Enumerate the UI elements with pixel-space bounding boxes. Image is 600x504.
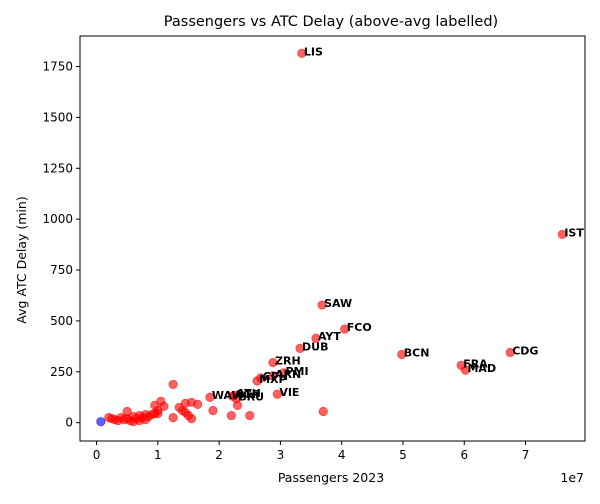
data-label-cph: CPH bbox=[263, 370, 288, 383]
data-point-fco bbox=[340, 324, 350, 334]
data-point bbox=[168, 412, 178, 423]
data-label-bru: BRU bbox=[238, 391, 264, 404]
x-tick-label: 0 bbox=[93, 448, 101, 462]
data-point-saw bbox=[317, 300, 327, 310]
x-axis-label: Passengers 2023 bbox=[278, 470, 384, 485]
x-tick-label: 5 bbox=[399, 448, 407, 462]
data-label-saw: SAW bbox=[324, 297, 352, 310]
data-point bbox=[168, 379, 178, 390]
data-point bbox=[104, 412, 114, 423]
y-tick-label: 1500 bbox=[42, 110, 73, 124]
data-label-waw: WAW bbox=[212, 389, 244, 402]
data-point bbox=[226, 410, 236, 421]
data-point-bcn bbox=[397, 349, 407, 360]
data-point bbox=[208, 405, 218, 416]
y-tick-label: 0 bbox=[65, 416, 73, 430]
data-point-waw bbox=[205, 392, 215, 402]
data-point-mad bbox=[460, 365, 471, 375]
data-point-ist bbox=[557, 229, 567, 240]
plot-frame bbox=[79, 35, 586, 442]
data-label-agp: AGP bbox=[235, 388, 261, 401]
y-tick-label: 1000 bbox=[42, 212, 73, 226]
x-tick-label: 6 bbox=[460, 448, 468, 462]
y-tick-label: 500 bbox=[50, 314, 73, 328]
chart-title: Passengers vs ATC Delay (above-avg label… bbox=[164, 14, 498, 30]
data-point-lis bbox=[297, 48, 307, 58]
data-label-mxp: MXP bbox=[259, 373, 287, 386]
x-axis-multiplier: 1e7 bbox=[560, 470, 584, 485]
data-label-pmi: PMI bbox=[285, 365, 308, 378]
data-label-bcn: BCN bbox=[404, 347, 430, 360]
data-point-dub bbox=[295, 343, 305, 353]
data-label-ist: IST bbox=[564, 226, 584, 239]
data-label-ath: ATH bbox=[236, 387, 260, 400]
data-label-lis: LIS bbox=[304, 45, 323, 58]
data-label-arn: ARN bbox=[275, 368, 301, 381]
data-point bbox=[153, 408, 163, 419]
data-label-ayt: AYT bbox=[318, 330, 341, 343]
data-point bbox=[318, 406, 328, 417]
data-point-ayt bbox=[311, 333, 321, 343]
data-point bbox=[186, 414, 197, 424]
data-point-cdg bbox=[505, 347, 515, 358]
data-label-vie: VIE bbox=[279, 386, 299, 399]
data-point-zrh bbox=[268, 358, 278, 368]
y-tick-label: 250 bbox=[50, 365, 73, 379]
data-label-mad: MAD bbox=[467, 362, 496, 375]
data-point bbox=[140, 415, 151, 425]
data-label-cdg: CDG bbox=[512, 344, 538, 357]
data-point-vie bbox=[272, 389, 282, 399]
x-tick-label: 2 bbox=[215, 448, 223, 462]
data-label-dub: DUB bbox=[302, 340, 328, 353]
x-tick-label: 3 bbox=[277, 448, 285, 462]
data-point-mxp bbox=[252, 376, 262, 386]
data-point bbox=[174, 402, 184, 413]
data-point-arn bbox=[268, 371, 278, 381]
y-tick-label: 1250 bbox=[42, 161, 73, 175]
data-label-zrh: ZRH bbox=[275, 355, 301, 368]
x-tick-label: 4 bbox=[338, 448, 346, 462]
data-point-pmi bbox=[278, 368, 289, 378]
data-point bbox=[232, 400, 243, 410]
data-point bbox=[245, 410, 255, 421]
y-tick-label: 1750 bbox=[42, 60, 73, 74]
x-tick-label: 7 bbox=[522, 448, 530, 462]
y-axis-label: Avg ATC Delay (min) bbox=[14, 196, 29, 323]
x-tick-label: 1 bbox=[154, 448, 162, 462]
data-label-fco: FCO bbox=[347, 321, 372, 334]
y-tick-label: 750 bbox=[50, 263, 73, 277]
data-point bbox=[96, 417, 106, 427]
data-label-fra: FRA bbox=[463, 357, 488, 370]
